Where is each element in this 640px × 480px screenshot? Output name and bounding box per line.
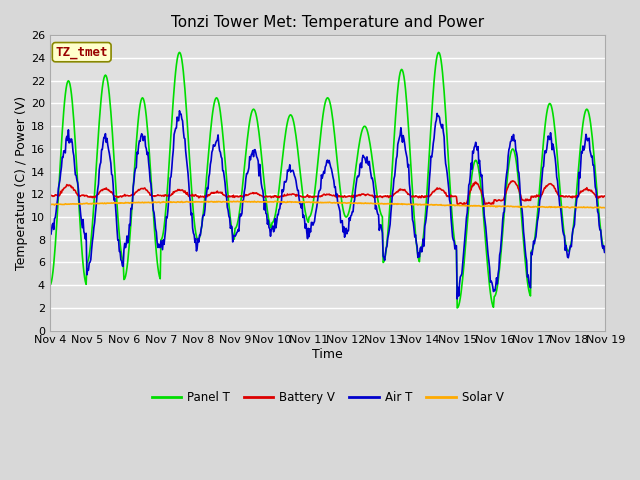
Text: TZ_tmet: TZ_tmet <box>56 46 108 59</box>
Panel T <box>46 282 54 288</box>
Battery V <box>168 191 175 197</box>
Air T <box>46 228 54 233</box>
Air T <box>429 148 436 154</box>
Battery V <box>192 192 200 198</box>
Air T <box>374 211 381 217</box>
X-axis label: Time: Time <box>312 348 343 361</box>
Line: Panel T: Panel T <box>50 52 605 308</box>
Line: Air T: Air T <box>50 111 605 299</box>
Y-axis label: Temperature (C) / Power (V): Temperature (C) / Power (V) <box>15 96 28 270</box>
Battery V <box>509 178 516 184</box>
Air T <box>552 163 560 169</box>
Battery V <box>552 189 560 194</box>
Solar V <box>320 200 328 205</box>
Air T <box>168 166 175 171</box>
Solar V <box>46 202 54 207</box>
Line: Battery V: Battery V <box>50 181 605 205</box>
Solar V <box>551 204 559 210</box>
Battery V <box>46 193 54 199</box>
Air T <box>602 248 609 254</box>
Legend: Panel T, Battery V, Air T, Solar V: Panel T, Battery V, Air T, Solar V <box>147 387 508 409</box>
Solar V <box>192 199 200 204</box>
Panel T <box>374 196 381 202</box>
Battery V <box>460 202 467 208</box>
Line: Solar V: Solar V <box>50 201 605 208</box>
Panel T <box>552 137 560 143</box>
Panel T <box>168 119 175 125</box>
Air T <box>193 248 200 254</box>
Solar V <box>429 202 436 208</box>
Solar V <box>374 201 381 206</box>
Air T <box>175 108 183 114</box>
Panel T <box>320 107 328 113</box>
Air T <box>453 296 461 302</box>
Battery V <box>319 192 327 198</box>
Battery V <box>602 194 609 200</box>
Battery V <box>373 193 381 199</box>
Panel T <box>602 248 609 254</box>
Air T <box>320 168 328 174</box>
Solar V <box>234 198 241 204</box>
Solar V <box>168 200 175 205</box>
Panel T <box>175 49 183 55</box>
Panel T <box>193 234 200 240</box>
Panel T <box>453 305 461 311</box>
Panel T <box>429 99 436 105</box>
Title: Tonzi Tower Met: Temperature and Power: Tonzi Tower Met: Temperature and Power <box>171 15 484 30</box>
Solar V <box>602 204 609 210</box>
Battery V <box>428 191 436 196</box>
Solar V <box>589 205 597 211</box>
